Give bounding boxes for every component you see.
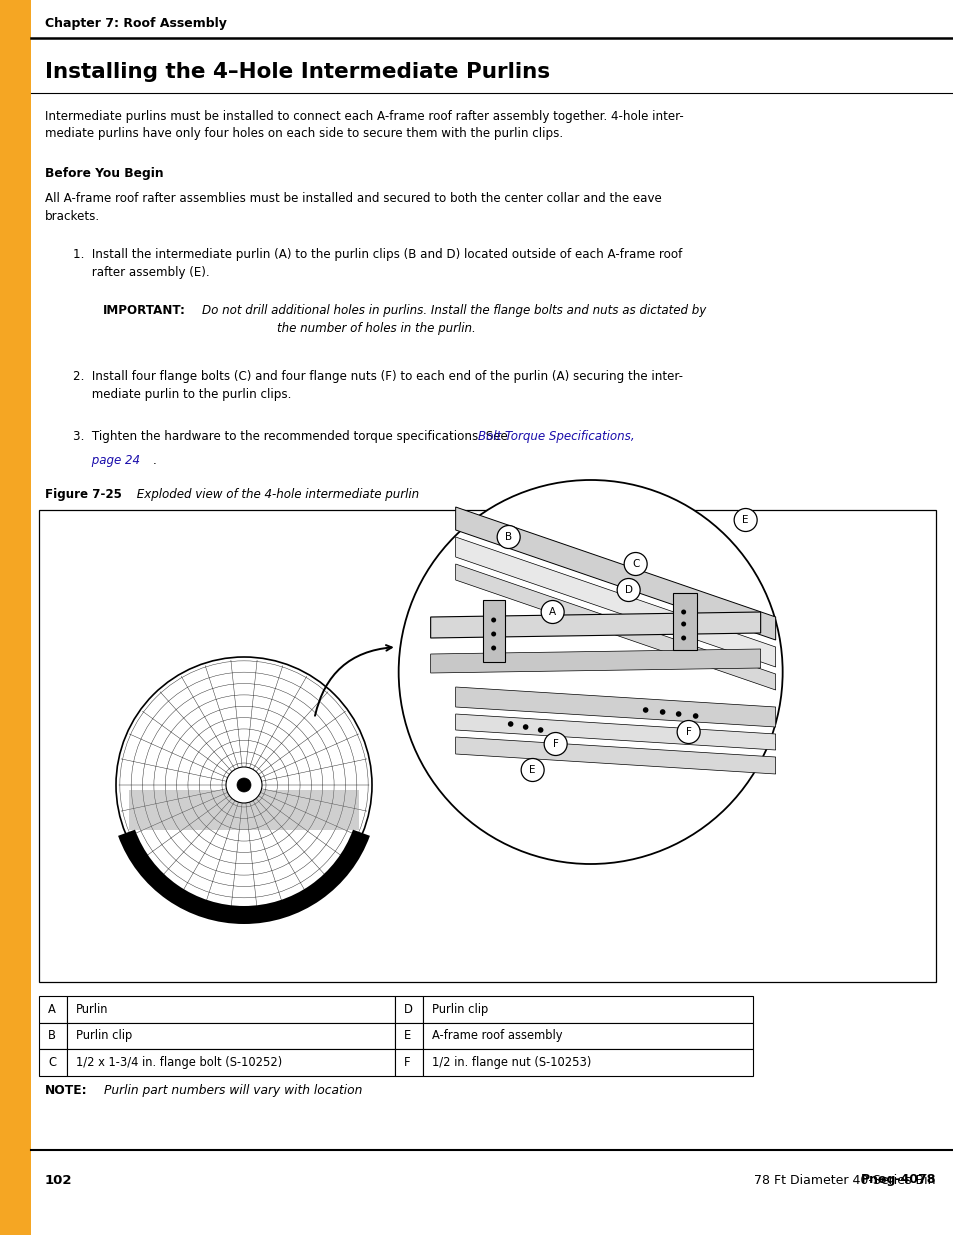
Text: 1.  Install the intermediate purlin (A) to the purlin clips (B and D) located ou: 1. Install the intermediate purlin (A) t… (73, 248, 681, 279)
Bar (39, 1023, 67, 1049)
Bar (67, 1049, 395, 1076)
Bar (67, 1023, 395, 1049)
Text: Bolt Torque Specifications,: Bolt Torque Specifications, (477, 430, 634, 443)
Text: IMPORTANT:: IMPORTANT: (103, 304, 186, 317)
Text: E: E (741, 515, 748, 525)
Circle shape (522, 724, 528, 730)
Text: A: A (48, 1003, 56, 1015)
Text: Purlin part numbers will vary with location: Purlin part numbers will vary with locat… (104, 1084, 362, 1097)
Circle shape (659, 709, 665, 715)
Text: A: A (549, 606, 556, 618)
Polygon shape (456, 714, 775, 750)
Polygon shape (430, 650, 760, 673)
Circle shape (734, 509, 757, 531)
Circle shape (537, 727, 543, 732)
Circle shape (491, 618, 496, 622)
Text: Intermediate purlins must be installed to connect each A-frame roof rafter assem: Intermediate purlins must be installed t… (45, 110, 683, 141)
Circle shape (398, 480, 781, 864)
Bar (39, 995, 67, 1023)
Circle shape (520, 758, 543, 782)
Polygon shape (456, 687, 775, 727)
Circle shape (617, 578, 639, 601)
Bar (39, 510, 935, 982)
Circle shape (642, 708, 648, 713)
Bar (395, 1049, 422, 1076)
Text: Pneg-4078: Pneg-4078 (860, 1173, 935, 1187)
Circle shape (497, 526, 519, 548)
Polygon shape (456, 537, 775, 667)
Polygon shape (129, 790, 359, 830)
Polygon shape (456, 564, 775, 690)
Circle shape (680, 610, 685, 615)
Circle shape (677, 720, 700, 743)
Circle shape (623, 552, 646, 576)
Text: E: E (529, 764, 536, 776)
Polygon shape (456, 508, 775, 640)
Circle shape (116, 657, 372, 913)
Bar (0, 0, 30, 1235)
Text: C: C (631, 559, 639, 569)
Circle shape (491, 646, 496, 651)
Bar (67, 995, 395, 1023)
Text: 3.  Tighten the hardware to the recommended torque specifications. See: 3. Tighten the hardware to the recommend… (73, 430, 511, 443)
Text: Purlin: Purlin (76, 1003, 109, 1015)
Polygon shape (430, 613, 760, 638)
Circle shape (680, 621, 685, 626)
Circle shape (543, 732, 567, 756)
Text: C: C (48, 1056, 56, 1068)
Text: Before You Begin: Before You Begin (45, 167, 164, 180)
Circle shape (692, 713, 698, 719)
Text: Purlin clip: Purlin clip (76, 1029, 132, 1042)
Text: F: F (403, 1056, 410, 1068)
Text: F: F (552, 739, 558, 748)
Text: 1/2 x 1-3/4 in. flange bolt (S-10252): 1/2 x 1-3/4 in. flange bolt (S-10252) (76, 1056, 282, 1068)
Text: 102: 102 (45, 1173, 72, 1187)
Text: F: F (685, 727, 691, 737)
Text: Figure 7-25: Figure 7-25 (45, 488, 122, 501)
Text: 78 Ft Diameter 40-Series Bin: 78 Ft Diameter 40-Series Bin (709, 1173, 934, 1187)
Text: E: E (403, 1029, 411, 1042)
Polygon shape (456, 737, 775, 774)
Bar (672, 593, 696, 650)
Text: Do not drill additional holes in purlins. Install the flange bolts and nuts as d: Do not drill additional holes in purlins… (202, 304, 705, 335)
Text: 1/2 in. flange nut (S-10253): 1/2 in. flange nut (S-10253) (432, 1056, 591, 1068)
Text: .: . (152, 454, 156, 467)
Text: D: D (624, 585, 632, 595)
Text: Chapter 7: Roof Assembly: Chapter 7: Roof Assembly (45, 17, 227, 31)
Bar (422, 1023, 752, 1049)
Bar (395, 1023, 422, 1049)
Text: Installing the 4–Hole Intermediate Purlins: Installing the 4–Hole Intermediate Purli… (45, 62, 550, 82)
Circle shape (236, 778, 251, 792)
Text: page 24: page 24 (73, 454, 140, 467)
Text: D: D (403, 1003, 413, 1015)
Text: Purlin clip: Purlin clip (432, 1003, 488, 1015)
Text: B: B (48, 1029, 56, 1042)
Bar (422, 1049, 752, 1076)
Circle shape (680, 636, 685, 641)
Bar (482, 600, 504, 662)
Text: Exploded view of the 4-hole intermediate purlin: Exploded view of the 4-hole intermediate… (132, 488, 418, 501)
Circle shape (507, 721, 513, 727)
Circle shape (675, 711, 680, 716)
Bar (395, 995, 422, 1023)
Bar (39, 1049, 67, 1076)
Circle shape (226, 767, 262, 803)
Text: A-frame roof assembly: A-frame roof assembly (432, 1029, 562, 1042)
Circle shape (491, 631, 496, 636)
Bar (422, 995, 752, 1023)
Circle shape (540, 600, 563, 624)
Text: 2.  Install four flange bolts (C) and four flange nuts (F) to each end of the pu: 2. Install four flange bolts (C) and fou… (73, 370, 682, 400)
Text: All A-frame roof rafter assemblies must be installed and secured to both the cen: All A-frame roof rafter assemblies must … (45, 191, 661, 222)
Wedge shape (118, 830, 370, 924)
Text: B: B (504, 532, 512, 542)
Text: NOTE:: NOTE: (45, 1084, 88, 1097)
